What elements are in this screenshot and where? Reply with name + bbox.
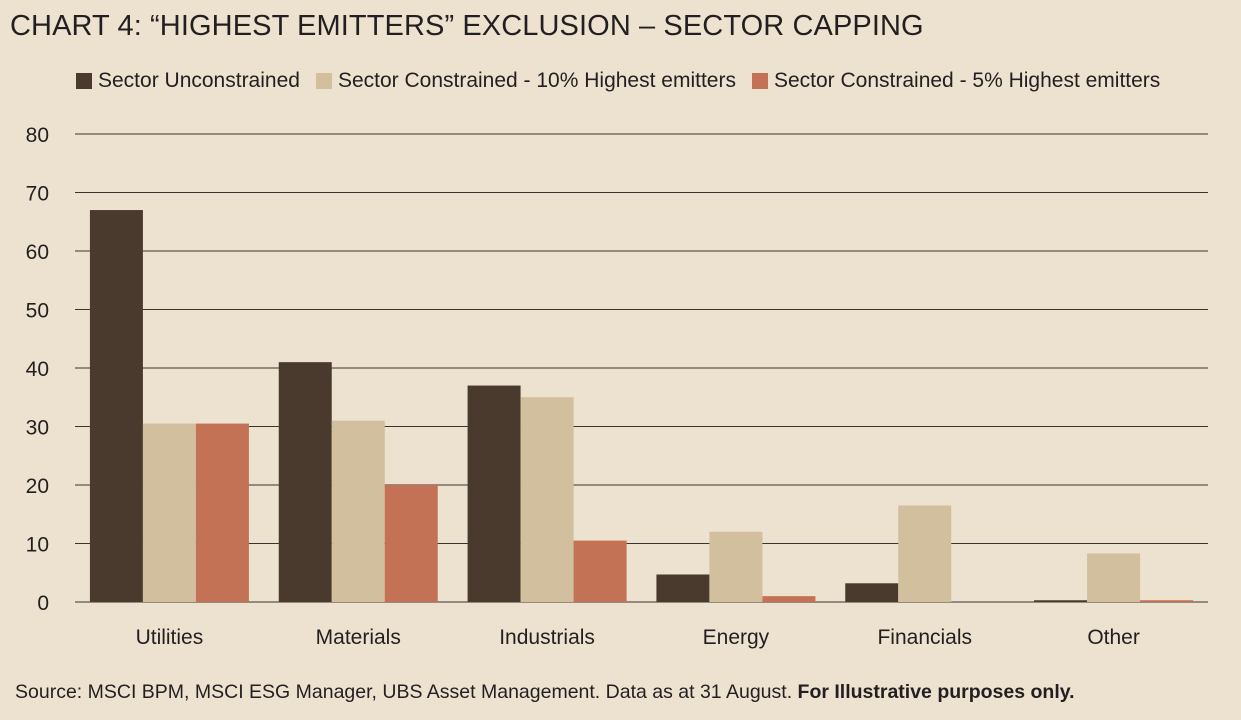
bar-materials-series-0 — [278, 362, 332, 602]
source-text: Source: MSCI BPM, MSCI ESG Manager, UBS … — [15, 681, 793, 703]
y-tick-label-20: 20 — [26, 475, 49, 498]
x-tick-label-materials: Materials — [316, 626, 401, 649]
y-tick-label-10: 10 — [26, 534, 49, 557]
bar-utilities-series-2 — [195, 423, 249, 602]
bar-energy-series-0 — [656, 574, 710, 602]
legend-item-constrained-10: Sector Constrained - 10% Highest emitter… — [315, 69, 736, 93]
legend-label-constrained-10: Sector Constrained - 10% Highest emitter… — [337, 69, 736, 92]
bar-financials-series-0 — [845, 583, 899, 602]
y-tick-label-60: 60 — [26, 241, 49, 264]
y-tick-label-0: 0 — [37, 592, 49, 615]
legend-swatch-constrained-10 — [315, 73, 332, 89]
legend-item-constrained-5: Sector Constrained - 5% Highest emitters — [751, 69, 1161, 93]
bar-energy-series-2 — [762, 596, 816, 602]
x-tick-label-financials: Financials — [877, 626, 972, 649]
y-tick-label-50: 50 — [26, 300, 49, 323]
chart-title: CHART 4: “HIGHEST EMITTERS” EXCLUSION – … — [10, 10, 924, 42]
bar-materials-series-2 — [384, 485, 438, 602]
bar-energy-series-1 — [709, 531, 763, 602]
legend-label-constrained-5: Sector Constrained - 5% Highest emitters — [773, 69, 1161, 92]
bar-utilities-series-0 — [89, 210, 143, 603]
y-tick-label-30: 30 — [26, 417, 49, 440]
x-tick-label-industrials: Industrials — [499, 626, 595, 649]
bar-industrials-series-2 — [573, 540, 627, 602]
y-tick-label-80: 80 — [26, 124, 49, 147]
legend-swatch-unconstrained — [76, 73, 92, 89]
x-tick-label-energy: Energy — [703, 626, 770, 649]
legend-item-unconstrained: Sector Unconstrained — [76, 69, 300, 93]
y-tick-label-40: 40 — [26, 358, 49, 381]
x-tick-label-other: Other — [1087, 626, 1140, 649]
bar-financials-series-1 — [898, 505, 952, 602]
legend-label-unconstrained: Sector Unconstrained — [98, 69, 300, 92]
disclaimer-text: For Illustrative purposes only. — [797, 681, 1075, 703]
legend-swatch-constrained-5 — [751, 73, 768, 89]
bar-other-series-2 — [1140, 600, 1194, 602]
y-tick-label-70: 70 — [26, 183, 49, 206]
x-tick-label-utilities: Utilities — [136, 626, 204, 649]
bar-industrials-series-0 — [467, 385, 521, 602]
bar-other-series-0 — [1034, 600, 1088, 602]
bar-utilities-series-1 — [142, 423, 196, 602]
bar-other-series-1 — [1087, 553, 1141, 602]
source-footnote: Source: MSCI BPM, MSCI ESG Manager, UBS … — [15, 681, 1075, 704]
bar-industrials-series-1 — [520, 397, 574, 602]
bar-chart: 0 10 20 30 40 50 60 70 80 Utilities Materials Indus… — [26, 124, 1208, 649]
bar-materials-series-1 — [331, 420, 385, 602]
chart-legend: Sector Unconstrained Sector Constrained … — [76, 69, 1176, 93]
